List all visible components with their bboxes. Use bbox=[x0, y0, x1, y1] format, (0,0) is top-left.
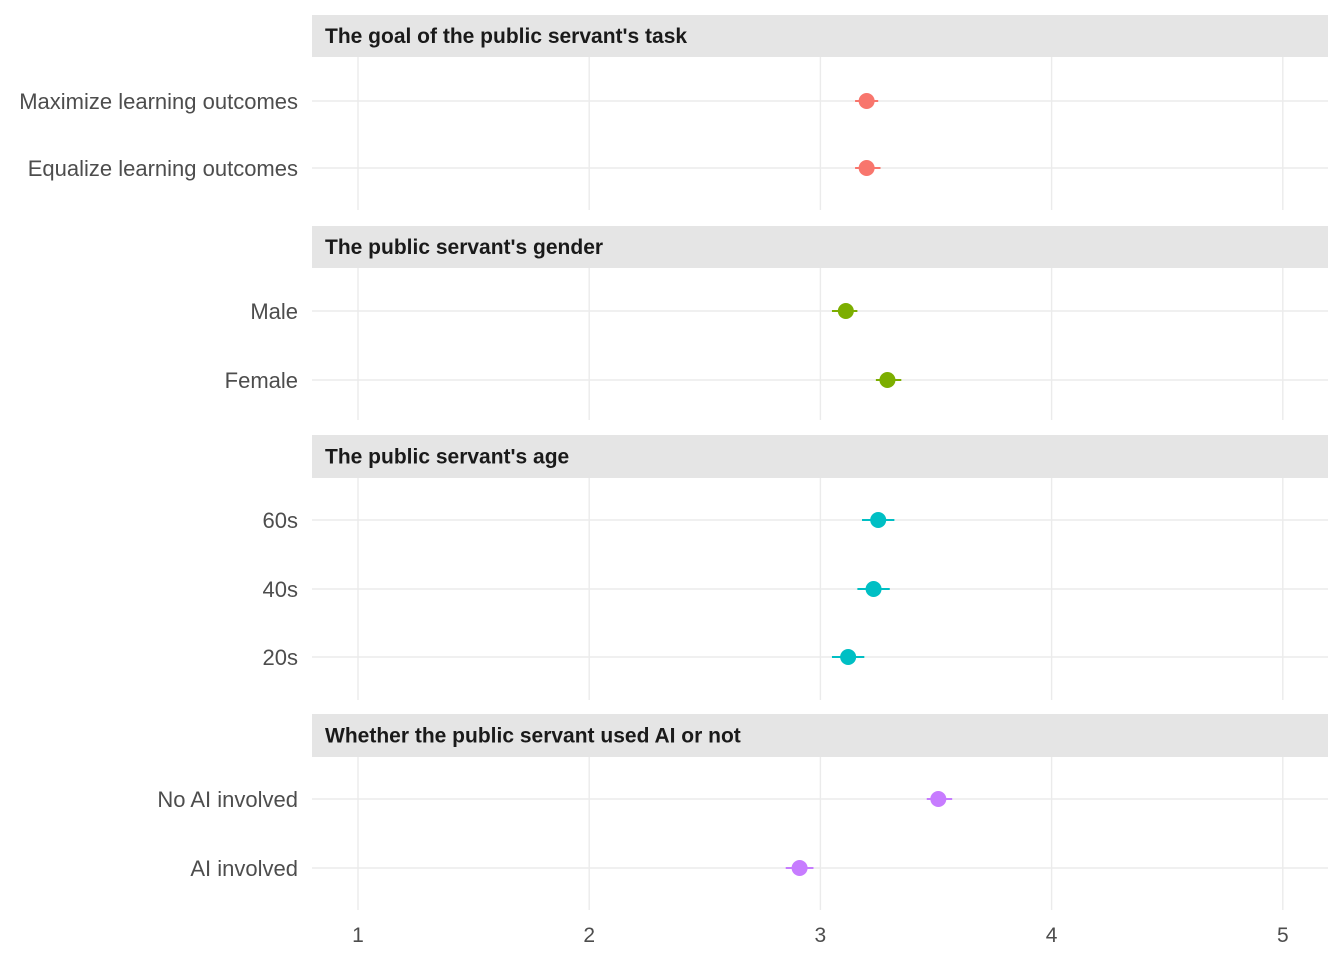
data-point bbox=[879, 372, 896, 388]
data-point bbox=[930, 791, 947, 807]
facet-strip-title: The goal of the public servant's task bbox=[325, 25, 687, 48]
facet-strip bbox=[312, 714, 1328, 757]
data-point bbox=[837, 303, 854, 319]
facet-strip bbox=[312, 435, 1328, 478]
facet-strip-title: Whether the public servant used AI or no… bbox=[325, 725, 741, 748]
x-tick-label: 4 bbox=[1046, 924, 1058, 947]
y-axis-label: 60s bbox=[263, 508, 298, 533]
data-point bbox=[865, 581, 882, 597]
y-axis-label: 40s bbox=[263, 577, 298, 602]
data-point bbox=[840, 649, 857, 665]
facet-strip bbox=[312, 15, 1328, 57]
x-tick-label: 5 bbox=[1277, 924, 1289, 947]
y-axis-label: AI involved bbox=[190, 856, 298, 881]
facet-strip bbox=[312, 226, 1328, 268]
x-tick-label: 2 bbox=[583, 924, 595, 947]
x-tick-label: 1 bbox=[352, 924, 364, 947]
y-axis-label: Maximize learning outcomes bbox=[19, 89, 298, 114]
data-point bbox=[858, 160, 875, 176]
x-tick-label: 3 bbox=[815, 924, 827, 947]
facet-strip-title: The public servant's age bbox=[325, 446, 569, 469]
y-axis-label: No AI involved bbox=[157, 787, 298, 812]
y-axis-label: Male bbox=[250, 299, 298, 324]
data-point bbox=[858, 93, 875, 109]
data-point bbox=[870, 512, 887, 528]
data-point bbox=[791, 860, 808, 876]
y-axis-label: Equalize learning outcomes bbox=[28, 156, 298, 181]
y-axis-label: 20s bbox=[263, 645, 298, 670]
y-axis-label: Female bbox=[225, 368, 298, 393]
facet-strip-title: The public servant's gender bbox=[325, 236, 603, 259]
